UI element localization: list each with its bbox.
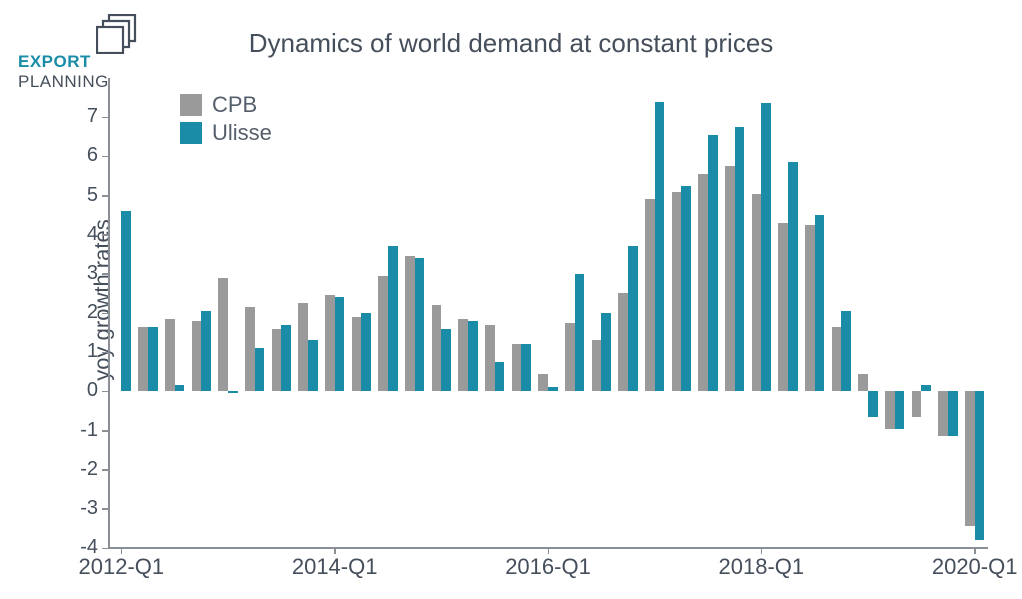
y-tick [102, 508, 108, 510]
bar [895, 391, 905, 428]
bar [281, 325, 291, 392]
bar [255, 348, 265, 391]
bar [175, 385, 185, 391]
bar [725, 166, 735, 391]
bar [805, 225, 815, 391]
y-axis-line [108, 78, 110, 548]
x-tick-label: 2018-Q1 [711, 554, 811, 580]
bar [921, 385, 931, 391]
bar [485, 325, 495, 392]
bar [468, 321, 478, 392]
bar [308, 340, 318, 391]
bar [698, 174, 708, 391]
y-tick [102, 234, 108, 236]
logo-line2: PLANNING [18, 72, 109, 92]
bar [405, 256, 415, 391]
y-tick-label: 5 [58, 184, 98, 207]
bar [761, 103, 771, 391]
x-tick-label: 2014-Q1 [285, 554, 385, 580]
bar [228, 391, 238, 393]
bar [378, 276, 388, 392]
bar [138, 327, 148, 392]
bar [218, 278, 228, 392]
bar [192, 321, 202, 392]
y-tick [102, 430, 108, 432]
y-tick-label: 1 [58, 340, 98, 363]
bar [495, 362, 505, 391]
bar [885, 391, 895, 428]
bar [548, 387, 558, 391]
bar [201, 311, 211, 391]
y-tick [102, 156, 108, 158]
bar [441, 329, 451, 392]
bar [655, 102, 665, 392]
bar [948, 391, 958, 436]
bar [272, 329, 282, 392]
bar [352, 317, 362, 391]
y-tick-label: 2 [58, 301, 98, 324]
bar [325, 295, 335, 391]
bar [565, 323, 575, 392]
bar [335, 297, 345, 391]
y-tick-label: 6 [58, 144, 98, 167]
y-tick [102, 273, 108, 275]
chart-plot-area: -4-3-2-1012345672012-Q12014-Q12016-Q1201… [108, 78, 988, 548]
bar [868, 391, 878, 416]
bar [521, 344, 531, 391]
y-tick-label: 7 [58, 105, 98, 128]
y-tick [102, 469, 108, 471]
y-tick [102, 195, 108, 197]
bar [245, 307, 255, 391]
bar [592, 340, 602, 391]
bar [512, 344, 522, 391]
x-tick-label: 2016-Q1 [498, 554, 598, 580]
bar [601, 313, 611, 391]
y-tick-label: 0 [58, 379, 98, 402]
x-tick-label: 2012-Q1 [71, 554, 171, 580]
bar [165, 319, 175, 391]
y-tick-label: 4 [58, 223, 98, 246]
y-tick-label: 3 [58, 262, 98, 285]
bar [975, 391, 985, 540]
bar [778, 223, 788, 391]
bar [672, 192, 682, 392]
bar [815, 215, 825, 391]
y-tick [102, 117, 108, 119]
bar [938, 391, 948, 436]
y-tick [102, 352, 108, 354]
bar [735, 127, 745, 391]
bar [618, 293, 628, 391]
bar [432, 305, 442, 391]
bar [415, 258, 425, 391]
chart-title: Dynamics of world demand at constant pri… [0, 28, 1022, 59]
bar [298, 303, 308, 391]
bar [832, 327, 842, 392]
bar [388, 246, 398, 391]
bar [708, 135, 718, 392]
bar [458, 319, 468, 391]
bar [912, 391, 922, 416]
bar [752, 194, 762, 392]
bar [965, 391, 975, 526]
bar [538, 374, 548, 392]
y-tick [102, 313, 108, 315]
bar [788, 162, 798, 391]
y-tick-label: -1 [58, 419, 98, 442]
bar [575, 274, 585, 392]
bar [361, 313, 371, 391]
bar [681, 186, 691, 392]
bar [858, 374, 868, 392]
bar [841, 311, 851, 391]
y-tick [102, 548, 108, 550]
y-tick [102, 391, 108, 393]
bar [628, 246, 638, 391]
bar [148, 327, 158, 392]
bar [645, 199, 655, 391]
x-tick-label: 2020-Q1 [925, 554, 1022, 580]
y-tick-label: -2 [58, 458, 98, 481]
y-tick-label: -3 [58, 497, 98, 520]
bar [121, 211, 131, 391]
